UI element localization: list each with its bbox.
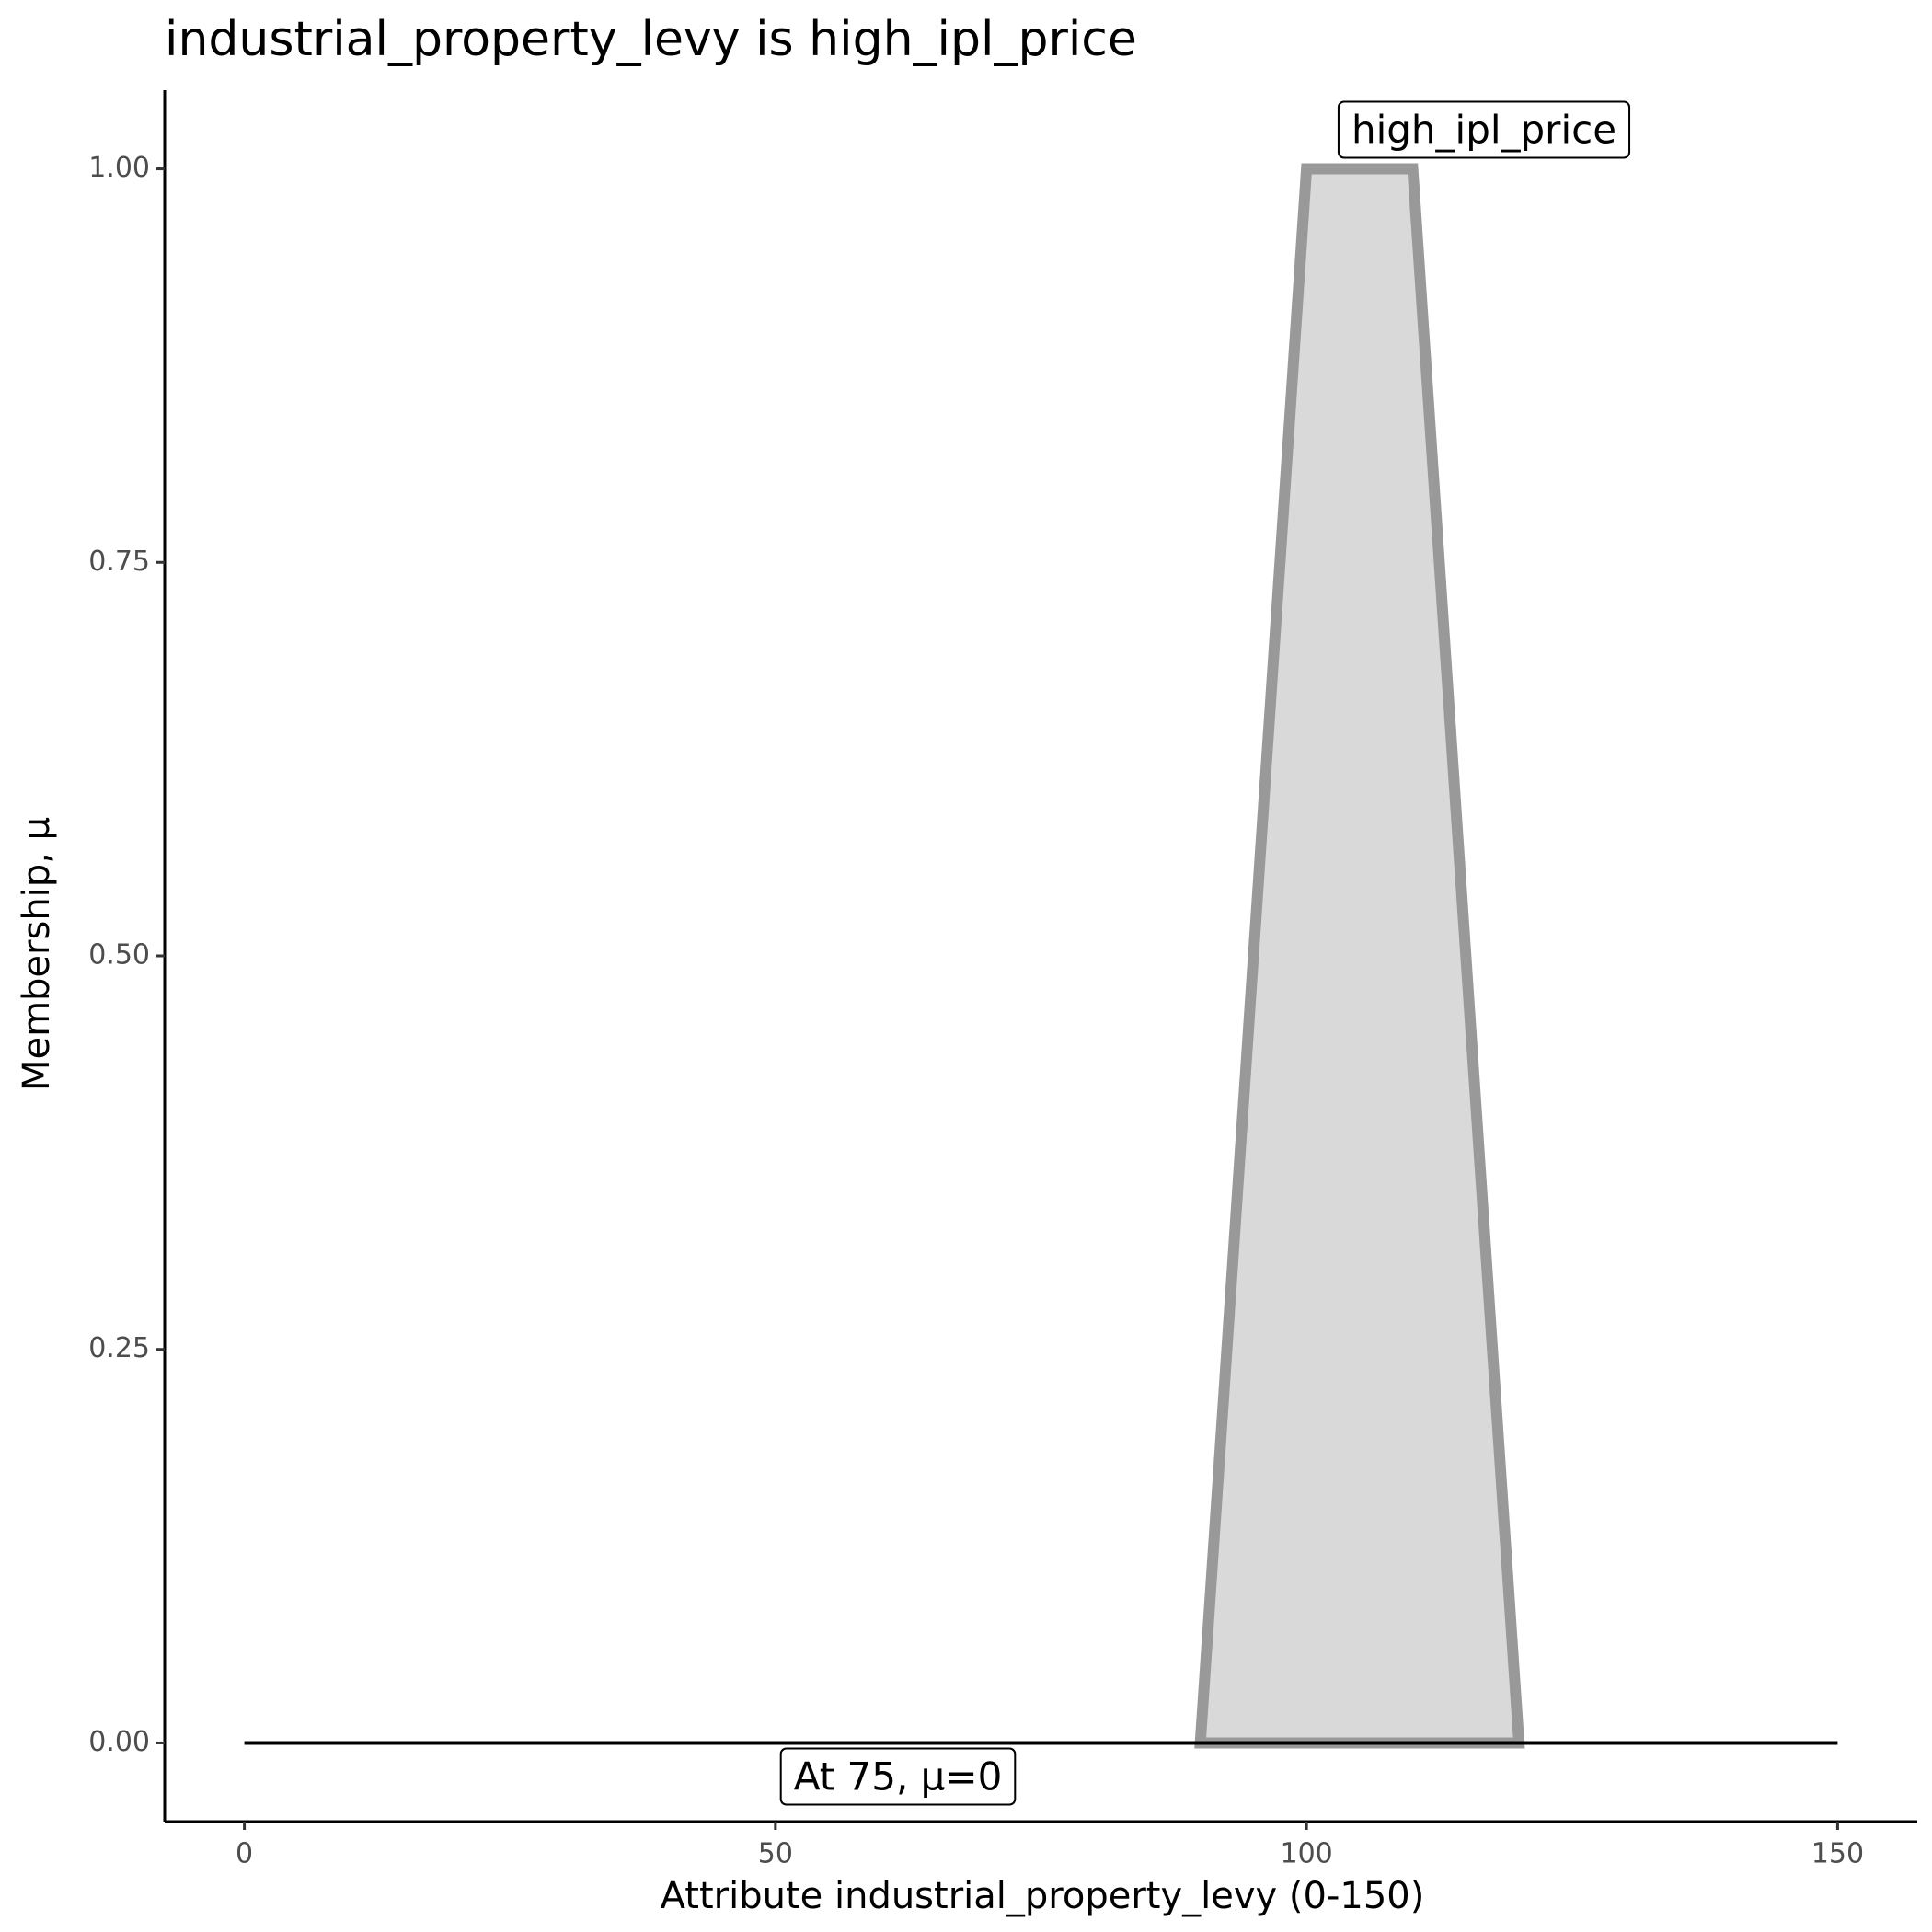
y-tick-label: 0.50 — [88, 939, 150, 972]
y-tick-label: 0.00 — [88, 1726, 150, 1758]
series-label: high_ipl_price — [1351, 108, 1616, 153]
membership-area — [1194, 163, 1525, 1749]
y-axis-title: Membership, μ — [16, 817, 58, 1091]
x-tick-label: 50 — [758, 1838, 793, 1870]
y-tick-label: 1.00 — [88, 152, 150, 184]
x-tick-label: 150 — [1811, 1838, 1864, 1870]
y-tick-label: 0.75 — [88, 546, 150, 578]
annotation: At 75, μ=0 — [794, 1754, 1003, 1800]
x-axis-title: Attribute industrial_property_levy (0-15… — [661, 1875, 1425, 1917]
x-tick-label: 0 — [236, 1838, 253, 1870]
y-tick-label: 0.25 — [88, 1332, 150, 1364]
chart-title: industrial_property_levy is high_ipl_pri… — [165, 12, 1137, 67]
series-label-box — [1337, 100, 1631, 159]
annotation-box — [779, 1747, 1017, 1806]
x-tick-label: 100 — [1281, 1838, 1333, 1870]
